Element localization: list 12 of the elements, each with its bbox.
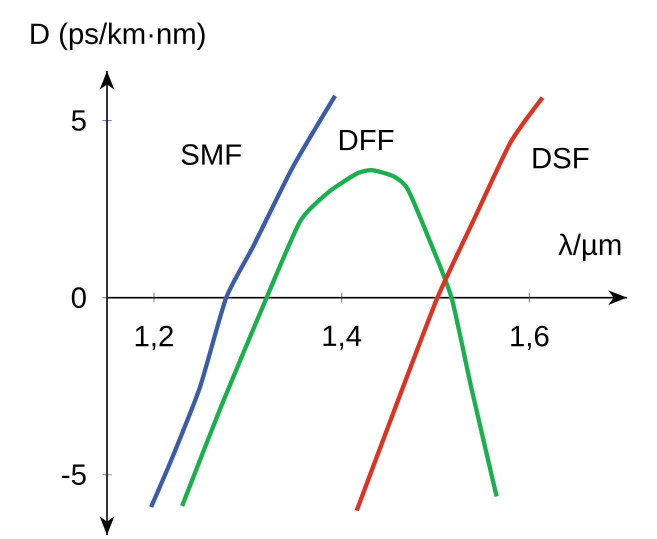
x-tick-label: 1,4 bbox=[324, 326, 362, 350]
x-axis-title: λ/µm bbox=[558, 234, 620, 261]
line-series bbox=[180, 168, 499, 508]
x-tick-label: 1,6 bbox=[511, 326, 548, 350]
series-label: DSF bbox=[533, 148, 589, 169]
y-axis-title: D (ps/km·nm) bbox=[31, 22, 205, 50]
y-tick-label: 5 bbox=[72, 110, 86, 131]
y-tick-label: 0 bbox=[72, 287, 86, 308]
x-tick-label: 1,2 bbox=[136, 326, 173, 350]
series-label: SMF bbox=[182, 144, 241, 165]
y-tick-label: -5 bbox=[62, 464, 86, 486]
series-label: DFF bbox=[340, 130, 394, 150]
